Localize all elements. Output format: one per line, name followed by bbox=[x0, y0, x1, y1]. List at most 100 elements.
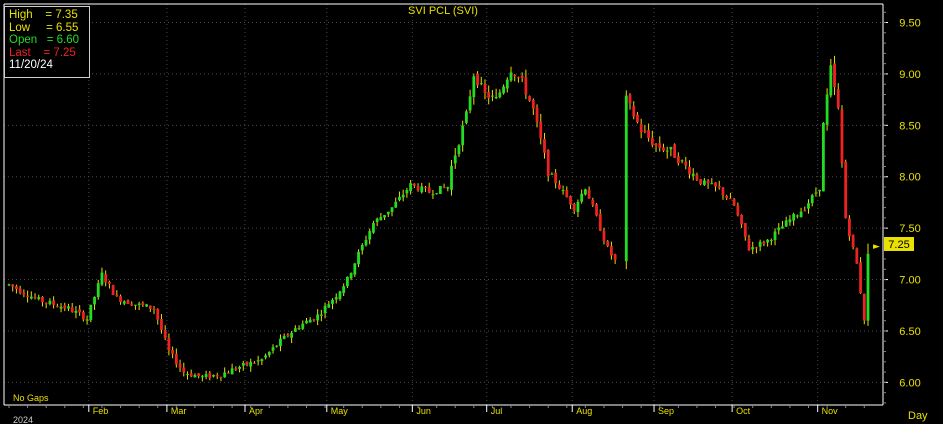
candle-body bbox=[264, 355, 267, 358]
candle-body bbox=[535, 107, 539, 122]
candle-body bbox=[446, 187, 450, 189]
candle-body bbox=[108, 281, 111, 284]
candle-body bbox=[342, 286, 346, 294]
candle-body bbox=[372, 223, 375, 233]
candle-body bbox=[569, 196, 572, 205]
candle-body bbox=[219, 376, 223, 378]
candle-body bbox=[357, 251, 360, 265]
candle-body bbox=[699, 179, 703, 185]
candle-body bbox=[628, 94, 632, 104]
candle-body bbox=[331, 299, 334, 304]
candle-body bbox=[450, 165, 453, 190]
candle-body bbox=[234, 368, 238, 370]
candle-body bbox=[502, 86, 505, 94]
candle-body bbox=[468, 96, 472, 111]
candle-body bbox=[710, 183, 714, 185]
candle-body bbox=[844, 161, 848, 219]
candle-body bbox=[279, 338, 282, 347]
candle-body bbox=[386, 211, 390, 215]
candle-body bbox=[41, 296, 44, 303]
candle-body bbox=[141, 302, 145, 306]
period-label[interactable]: Day bbox=[908, 410, 928, 422]
candle-body bbox=[859, 262, 862, 293]
candle-body bbox=[111, 285, 115, 296]
candle-body bbox=[130, 303, 134, 306]
candle-body bbox=[286, 334, 290, 337]
candle-body bbox=[26, 295, 29, 298]
candle-body bbox=[851, 234, 855, 247]
last-price-arrow: ► bbox=[873, 242, 880, 252]
candle-body bbox=[353, 263, 357, 275]
candle-body bbox=[405, 190, 409, 194]
candle-body bbox=[148, 305, 152, 309]
candle-body bbox=[784, 220, 788, 227]
candle-body bbox=[89, 304, 93, 321]
candle-body bbox=[383, 215, 386, 218]
candle-body bbox=[7, 284, 11, 286]
candle-body bbox=[453, 155, 457, 164]
candle-body bbox=[669, 147, 673, 150]
candle-body bbox=[197, 373, 201, 377]
candle-body bbox=[491, 95, 494, 97]
candle-body bbox=[115, 294, 119, 297]
candle-body bbox=[762, 241, 766, 244]
y-tick-label: 7.50 bbox=[899, 223, 920, 235]
y-tick-label: 9.00 bbox=[899, 69, 920, 81]
candle-body bbox=[368, 231, 372, 240]
candle-body bbox=[200, 376, 204, 378]
last-price-marker: ► 7.25 bbox=[873, 237, 914, 252]
candle-body bbox=[189, 373, 193, 377]
candle-body bbox=[241, 362, 245, 366]
candle-body bbox=[792, 213, 796, 221]
candle-body bbox=[814, 192, 818, 194]
candle-body bbox=[316, 314, 320, 321]
candle-body bbox=[412, 183, 416, 186]
candle-body bbox=[665, 150, 669, 152]
candle-body bbox=[230, 368, 234, 375]
candle-body bbox=[777, 227, 781, 231]
candle-body bbox=[282, 335, 286, 339]
candle-body bbox=[327, 304, 331, 308]
y-tick-label: 6.50 bbox=[899, 326, 920, 338]
candle-body bbox=[531, 100, 535, 109]
candle-body bbox=[457, 145, 461, 155]
candle-body bbox=[736, 205, 740, 216]
candle-body bbox=[29, 296, 33, 299]
candle-body bbox=[126, 300, 130, 305]
candle-body bbox=[18, 288, 22, 294]
candle-body bbox=[691, 173, 695, 176]
candle-body bbox=[349, 273, 353, 279]
candle-body bbox=[639, 124, 643, 133]
candle-body bbox=[543, 138, 546, 153]
candle-body bbox=[848, 218, 851, 237]
candle-body bbox=[729, 198, 732, 200]
candle-body bbox=[654, 143, 658, 146]
candle-body bbox=[673, 144, 677, 158]
info-high: High = 7.35 bbox=[9, 9, 78, 21]
candle-body bbox=[755, 247, 758, 249]
candle-body bbox=[137, 303, 141, 305]
candle-body bbox=[818, 189, 822, 192]
candle-body bbox=[855, 248, 859, 264]
candle-body bbox=[78, 309, 82, 313]
candle-body bbox=[11, 284, 15, 287]
candle-body bbox=[319, 314, 323, 316]
candle-body bbox=[163, 330, 167, 338]
candle-body bbox=[539, 121, 543, 139]
candle-body bbox=[781, 226, 784, 229]
candle-body bbox=[479, 83, 483, 85]
candle-body bbox=[803, 210, 807, 212]
candle-body bbox=[398, 196, 401, 201]
candle-body bbox=[134, 304, 137, 306]
candle-body bbox=[152, 308, 156, 310]
candle-body bbox=[238, 367, 241, 369]
candle-body bbox=[721, 187, 725, 195]
candle-body bbox=[174, 353, 178, 365]
candle-body bbox=[48, 300, 52, 305]
candle-body bbox=[676, 156, 680, 164]
candle-body bbox=[825, 94, 829, 125]
candle-body bbox=[583, 189, 587, 195]
info-open: Open = 6.60 bbox=[9, 34, 80, 47]
y-tick-label: 6.00 bbox=[899, 377, 920, 389]
candle-body bbox=[93, 296, 96, 305]
